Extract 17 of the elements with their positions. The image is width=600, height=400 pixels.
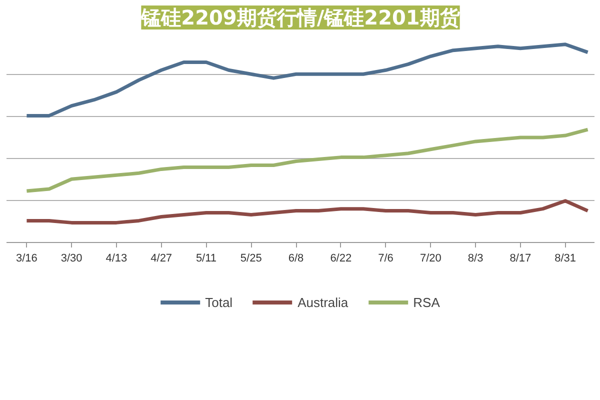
x-tick-label: 6/8	[288, 252, 304, 264]
x-tick-label: 3/30	[60, 252, 82, 264]
x-tick-label: 8/3	[468, 252, 484, 264]
legend-label: Australia	[298, 294, 348, 310]
x-tick-label: 8/31	[554, 252, 576, 264]
x-tick-label: 4/13	[106, 252, 128, 264]
x-tick-label: 6/22	[330, 252, 352, 264]
legend-label: Total	[205, 294, 233, 310]
x-tick-label: 7/6	[378, 252, 394, 264]
x-tick-label: 3/16	[16, 252, 38, 264]
x-tick-label: 5/25	[240, 252, 262, 264]
x-tick-label: 4/27	[150, 252, 172, 264]
legend-label: RSA	[413, 294, 440, 310]
chart-title: 锰硅2209期货行情/锰硅2201期货	[140, 6, 460, 30]
x-tick-label: 5/11	[196, 252, 217, 264]
x-tick-label: 7/20	[420, 252, 442, 264]
x-tick-label: 8/17	[510, 252, 532, 264]
